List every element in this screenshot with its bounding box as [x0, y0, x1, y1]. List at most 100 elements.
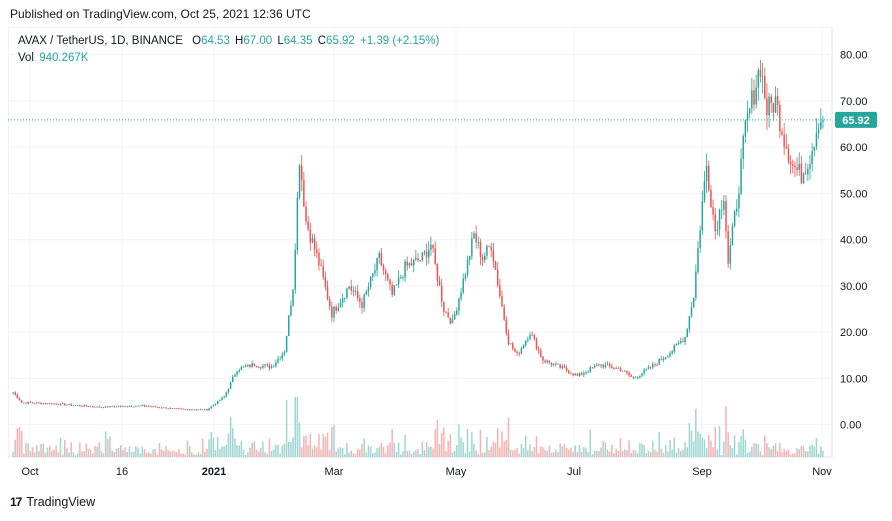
volume-bar [107, 438, 109, 457]
candle-body [51, 403, 53, 405]
candle-body [87, 406, 90, 407]
volume-bar [697, 431, 699, 457]
volume-bar [277, 444, 279, 457]
candle-body [96, 406, 98, 408]
candle-body [89, 406, 92, 408]
candle-body [387, 274, 389, 280]
candle-body [641, 373, 643, 376]
candle-body [736, 208, 738, 212]
volume-bar [109, 436, 111, 457]
candle-body [742, 136, 744, 159]
volume-bar [748, 451, 751, 457]
volume-bar [512, 450, 514, 457]
volume-bar [143, 449, 146, 457]
candle-body [184, 408, 187, 410]
volume-bar [761, 454, 764, 457]
volume-bar [410, 453, 413, 457]
candle-body [36, 402, 38, 404]
candle-body [570, 373, 572, 375]
price-chart[interactable]: 80.00 70.00 60.00 50.00 40.00 30.00 20.00 10.00… [8, 27, 888, 487]
tradingview-logo[interactable]: 17 TradingView [10, 495, 95, 509]
volume-bar [680, 451, 682, 457]
volume-bar [389, 442, 391, 457]
volume-bar [520, 443, 523, 457]
volume-bar [621, 450, 624, 457]
volume-bar [802, 446, 805, 457]
legend-close: 65.92 [326, 35, 355, 47]
candle-body [766, 98, 768, 116]
volume-bar [55, 445, 57, 457]
volume-bar [649, 452, 652, 457]
volume-bar [137, 447, 139, 457]
volume-bar [695, 408, 697, 457]
volume-bar [225, 444, 228, 457]
candle-body [522, 345, 525, 349]
candle-body [14, 392, 16, 395]
candle-body [199, 409, 202, 411]
candle-body [563, 366, 566, 368]
candle-body [23, 402, 25, 404]
candle-body [48, 403, 51, 405]
y-tick-label: 70.00 [840, 96, 868, 108]
candle-body [59, 403, 62, 405]
candle-body [20, 400, 23, 403]
candle-body [527, 339, 529, 341]
candle-body [585, 372, 587, 374]
candle-body [748, 108, 751, 114]
candle-body [453, 314, 456, 320]
volume-bar [503, 441, 505, 457]
candle-body [682, 341, 684, 343]
y-tick-label: 80.00 [840, 50, 868, 62]
y-tick-label: 50.00 [840, 188, 868, 200]
volume-bar [130, 451, 133, 457]
candle-body [514, 348, 516, 352]
volume-bar [600, 447, 602, 457]
candle-body [76, 405, 79, 406]
candle-body [716, 229, 719, 232]
volume-bar [272, 449, 275, 457]
candle-body [300, 165, 303, 180]
candle-body [540, 350, 542, 357]
candle-body [658, 359, 660, 365]
candle-body [520, 348, 523, 354]
candle-body [761, 75, 764, 77]
volume-bar [328, 450, 331, 457]
volume-bar [453, 450, 456, 457]
candle-body [288, 315, 290, 336]
volume-bar [492, 441, 495, 457]
volume-bar [186, 440, 189, 457]
volume-bar [464, 453, 467, 457]
volume-bar [531, 451, 533, 457]
candle-body [369, 276, 372, 288]
candle-body [257, 367, 260, 368]
volume-bar [150, 453, 152, 457]
x-tick-label: Jul [567, 466, 581, 478]
candle-body [746, 113, 749, 121]
candle-body [44, 403, 47, 405]
volume-bar [298, 422, 301, 457]
volume-bar [257, 451, 260, 457]
candle-body [632, 376, 635, 378]
candle-body [535, 339, 538, 349]
volume-bar [89, 449, 92, 457]
candle-body [25, 402, 27, 404]
volume-bar [449, 434, 452, 457]
candle-body [72, 405, 75, 407]
volume-bar [191, 451, 193, 457]
volume-bar [733, 435, 736, 457]
candle-body [180, 408, 182, 410]
x-tick-label: May [446, 466, 467, 478]
candle-body [512, 343, 514, 349]
candle-body [440, 285, 443, 302]
candle-body [152, 406, 154, 408]
legend-low-label: L [277, 35, 284, 47]
candle-body [792, 163, 794, 166]
candle-body [619, 368, 622, 371]
volume-bar [104, 431, 107, 457]
candle-body [247, 364, 249, 367]
candle-body [12, 392, 14, 394]
volume-bar [466, 428, 469, 457]
volume-bar [677, 448, 680, 457]
candle-body [124, 406, 126, 407]
legend-vol-label: Vol [18, 52, 34, 64]
